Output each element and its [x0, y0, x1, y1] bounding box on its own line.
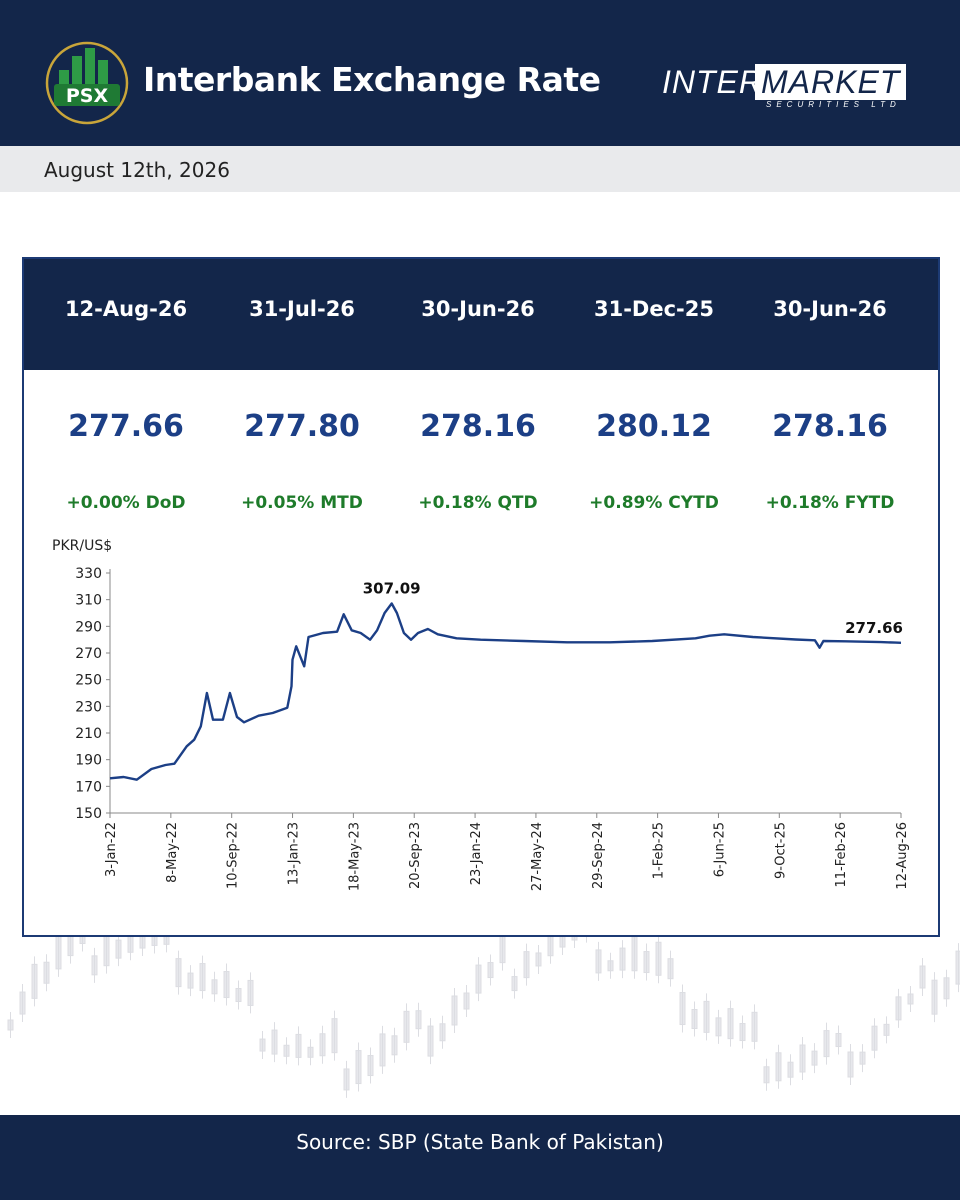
x-tick-label: 29-Sep-24	[591, 822, 606, 889]
summary-rate-4: 278.16	[772, 409, 888, 444]
exchange-rate-line-chart: PKR/US$ 150 170 190 210 230 250 270 290 310 330 3…	[52, 538, 910, 891]
y-tick-label: 330	[75, 566, 102, 582]
summary-change-0: +0.00% DoD	[66, 493, 186, 513]
y-tick-label: 150	[75, 806, 102, 822]
summary-change-1: +0.05% MTD	[241, 493, 363, 513]
x-tick-label: 13-Jan-23	[287, 822, 302, 885]
series-line	[109, 602, 902, 781]
x-tick-label: 1-Feb-25	[652, 822, 667, 879]
summary-date-4: 30-Jun-26	[773, 297, 887, 321]
page-title: Interbank Exchange Rate	[143, 60, 601, 99]
summary-date-2: 30-Jun-26	[421, 297, 535, 321]
summary-change-3: +0.89% CYTD	[589, 493, 719, 513]
y-axis-label: PKR/US$	[52, 538, 112, 554]
exchange-rate-card: 12-Aug-26 31-Jul-26 30-Jun-26 31-Dec-25 …	[22, 257, 940, 937]
data-label: 277.66	[845, 619, 903, 637]
date-bar	[0, 146, 960, 192]
summary-change-2: +0.18% QTD	[418, 493, 538, 513]
summary-date-1: 31-Jul-26	[249, 297, 355, 321]
footer-bar	[0, 1115, 960, 1200]
logo-text: PSX	[66, 85, 109, 107]
source-text: Source: SBP (State Bank of Pakistan)	[296, 1130, 664, 1154]
brand-market-text: MARKET	[755, 64, 907, 100]
summary-rate-3: 280.12	[596, 409, 712, 444]
report-date: August 12th, 2026	[44, 158, 230, 182]
x-tick-label: 8-May-22	[165, 822, 180, 883]
x-tick-label: 23-Jan-24	[469, 822, 484, 885]
y-tick-label: 170	[75, 779, 102, 795]
intermarket-brand-logo: INTER MARKET SECURITIES LTD	[662, 64, 907, 112]
y-tick-label: 290	[75, 619, 102, 635]
x-tick-label: 10-Sep-22	[226, 822, 241, 889]
summary-rate-1: 277.80	[244, 409, 360, 444]
y-tick-label: 210	[75, 726, 102, 742]
y-tick-label: 250	[75, 673, 102, 689]
x-tick-label: 6-Jun-25	[712, 822, 727, 877]
card-header	[24, 259, 938, 370]
y-tick-label: 270	[75, 646, 102, 662]
x-tick-label: 18-May-23	[347, 822, 362, 891]
summary-date-3: 31-Dec-25	[593, 297, 714, 321]
y-tick-label: 190	[75, 753, 102, 769]
x-tick-label: 27-May-24	[530, 822, 545, 891]
brand-subtitle: SECURITIES LTD	[766, 100, 901, 109]
x-tick-label: 9-Oct-25	[773, 822, 788, 879]
x-tick-label: 20-Sep-23	[408, 822, 423, 889]
x-tick-label: 3-Jan-22	[104, 822, 119, 877]
summary-change-4: +0.18% FYTD	[765, 493, 895, 513]
y-tick-label: 310	[75, 593, 102, 609]
summary-rate-2: 278.16	[420, 409, 536, 444]
brand-inter-text: INTER	[662, 64, 763, 100]
psx-logo-icon: PSX	[45, 41, 129, 125]
x-tick-label: 12-Aug-26	[895, 822, 910, 890]
x-tick-label: 11-Feb-26	[834, 822, 849, 887]
data-label: 307.09	[363, 580, 421, 598]
y-tick-label: 230	[75, 699, 102, 715]
summary-rate-0: 277.66	[68, 409, 184, 444]
summary-date-0: 12-Aug-26	[64, 297, 188, 321]
